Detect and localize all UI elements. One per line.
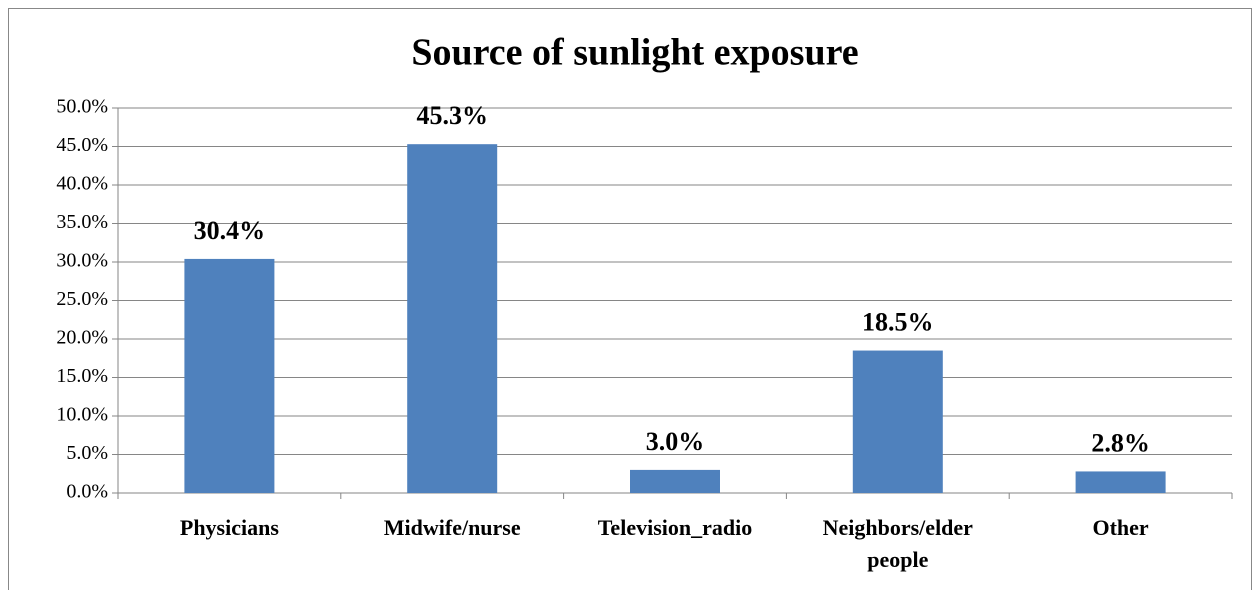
bar: [1075, 471, 1166, 493]
y-tick-label: 5.0%: [66, 442, 108, 464]
y-tick-label: 30.0%: [56, 250, 108, 272]
y-tick-label: 25.0%: [56, 288, 108, 310]
y-tick-label: 20.0%: [56, 327, 108, 349]
bar: [852, 350, 943, 493]
value-label: 2.8%: [1091, 428, 1150, 457]
value-label: 3.0%: [646, 427, 705, 456]
y-tick-label: 15.0%: [56, 365, 108, 387]
bar: [407, 144, 498, 493]
chart-title: Source of sunlight exposure: [411, 32, 858, 74]
y-tick-label: 35.0%: [56, 211, 108, 233]
x-tick-label: Physicians: [180, 515, 279, 540]
y-tick-label: 50.0%: [56, 96, 108, 118]
value-label: 30.4%: [194, 216, 266, 245]
x-tick-label: Television_radio: [598, 515, 752, 540]
y-tick-label: 40.0%: [56, 173, 108, 195]
y-tick-label: 10.0%: [56, 404, 108, 426]
value-label: 45.3%: [416, 101, 488, 130]
bar: [630, 469, 720, 493]
bar: [184, 258, 275, 493]
x-tick-label: Other: [1092, 515, 1148, 540]
y-tick-label: 0.0%: [66, 481, 108, 503]
chart-frame: [8, 8, 1252, 590]
x-tick-label: Neighbors/elder people: [823, 515, 974, 572]
value-label: 18.5%: [862, 308, 934, 337]
y-tick-label: 45.0%: [56, 134, 108, 156]
x-tick-label: Midwife/nurse: [384, 515, 521, 540]
